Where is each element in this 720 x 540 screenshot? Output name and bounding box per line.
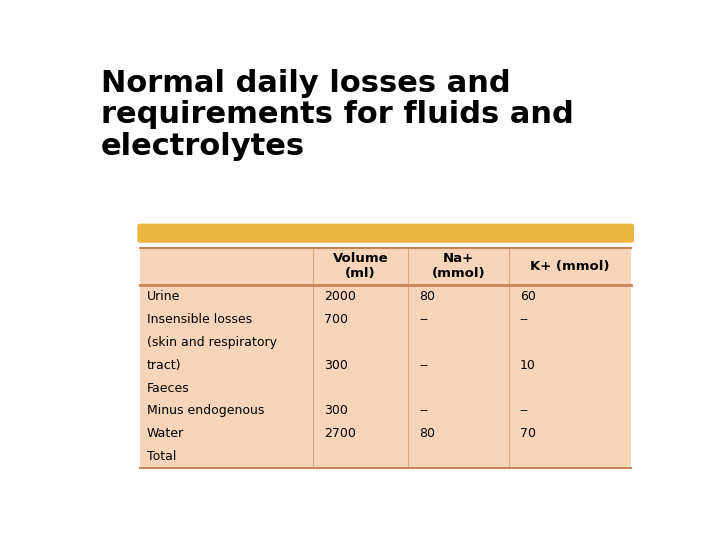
Text: Minus endogenous: Minus endogenous	[147, 404, 264, 417]
Text: Water: Water	[147, 427, 184, 440]
Text: Urine: Urine	[147, 290, 180, 303]
Text: --: --	[520, 313, 528, 326]
Text: Volume
(ml): Volume (ml)	[333, 253, 389, 280]
Text: --: --	[419, 359, 428, 372]
Text: 70: 70	[520, 427, 536, 440]
Text: 80: 80	[419, 427, 435, 440]
Text: Na+
(mmol): Na+ (mmol)	[431, 253, 485, 280]
Text: 10: 10	[520, 359, 536, 372]
Text: 300: 300	[324, 404, 348, 417]
Text: K+ (mmol): K+ (mmol)	[530, 260, 610, 273]
Text: Total: Total	[147, 450, 176, 463]
Text: --: --	[419, 313, 428, 326]
Text: 80: 80	[419, 290, 435, 303]
Text: --: --	[419, 404, 428, 417]
Text: 60: 60	[520, 290, 536, 303]
Text: 2000: 2000	[324, 290, 356, 303]
Text: 700: 700	[324, 313, 348, 326]
Text: Insensible losses: Insensible losses	[147, 313, 252, 326]
Text: 2700: 2700	[324, 427, 356, 440]
Text: Normal daily losses and
requirements for fluids and
electrolytes: Normal daily losses and requirements for…	[101, 69, 574, 160]
Text: Faeces: Faeces	[147, 382, 189, 395]
Text: 300: 300	[324, 359, 348, 372]
Text: (skin and respiratory: (skin and respiratory	[147, 336, 277, 349]
Text: --: --	[520, 404, 528, 417]
Text: tract): tract)	[147, 359, 181, 372]
FancyBboxPatch shape	[138, 224, 634, 243]
